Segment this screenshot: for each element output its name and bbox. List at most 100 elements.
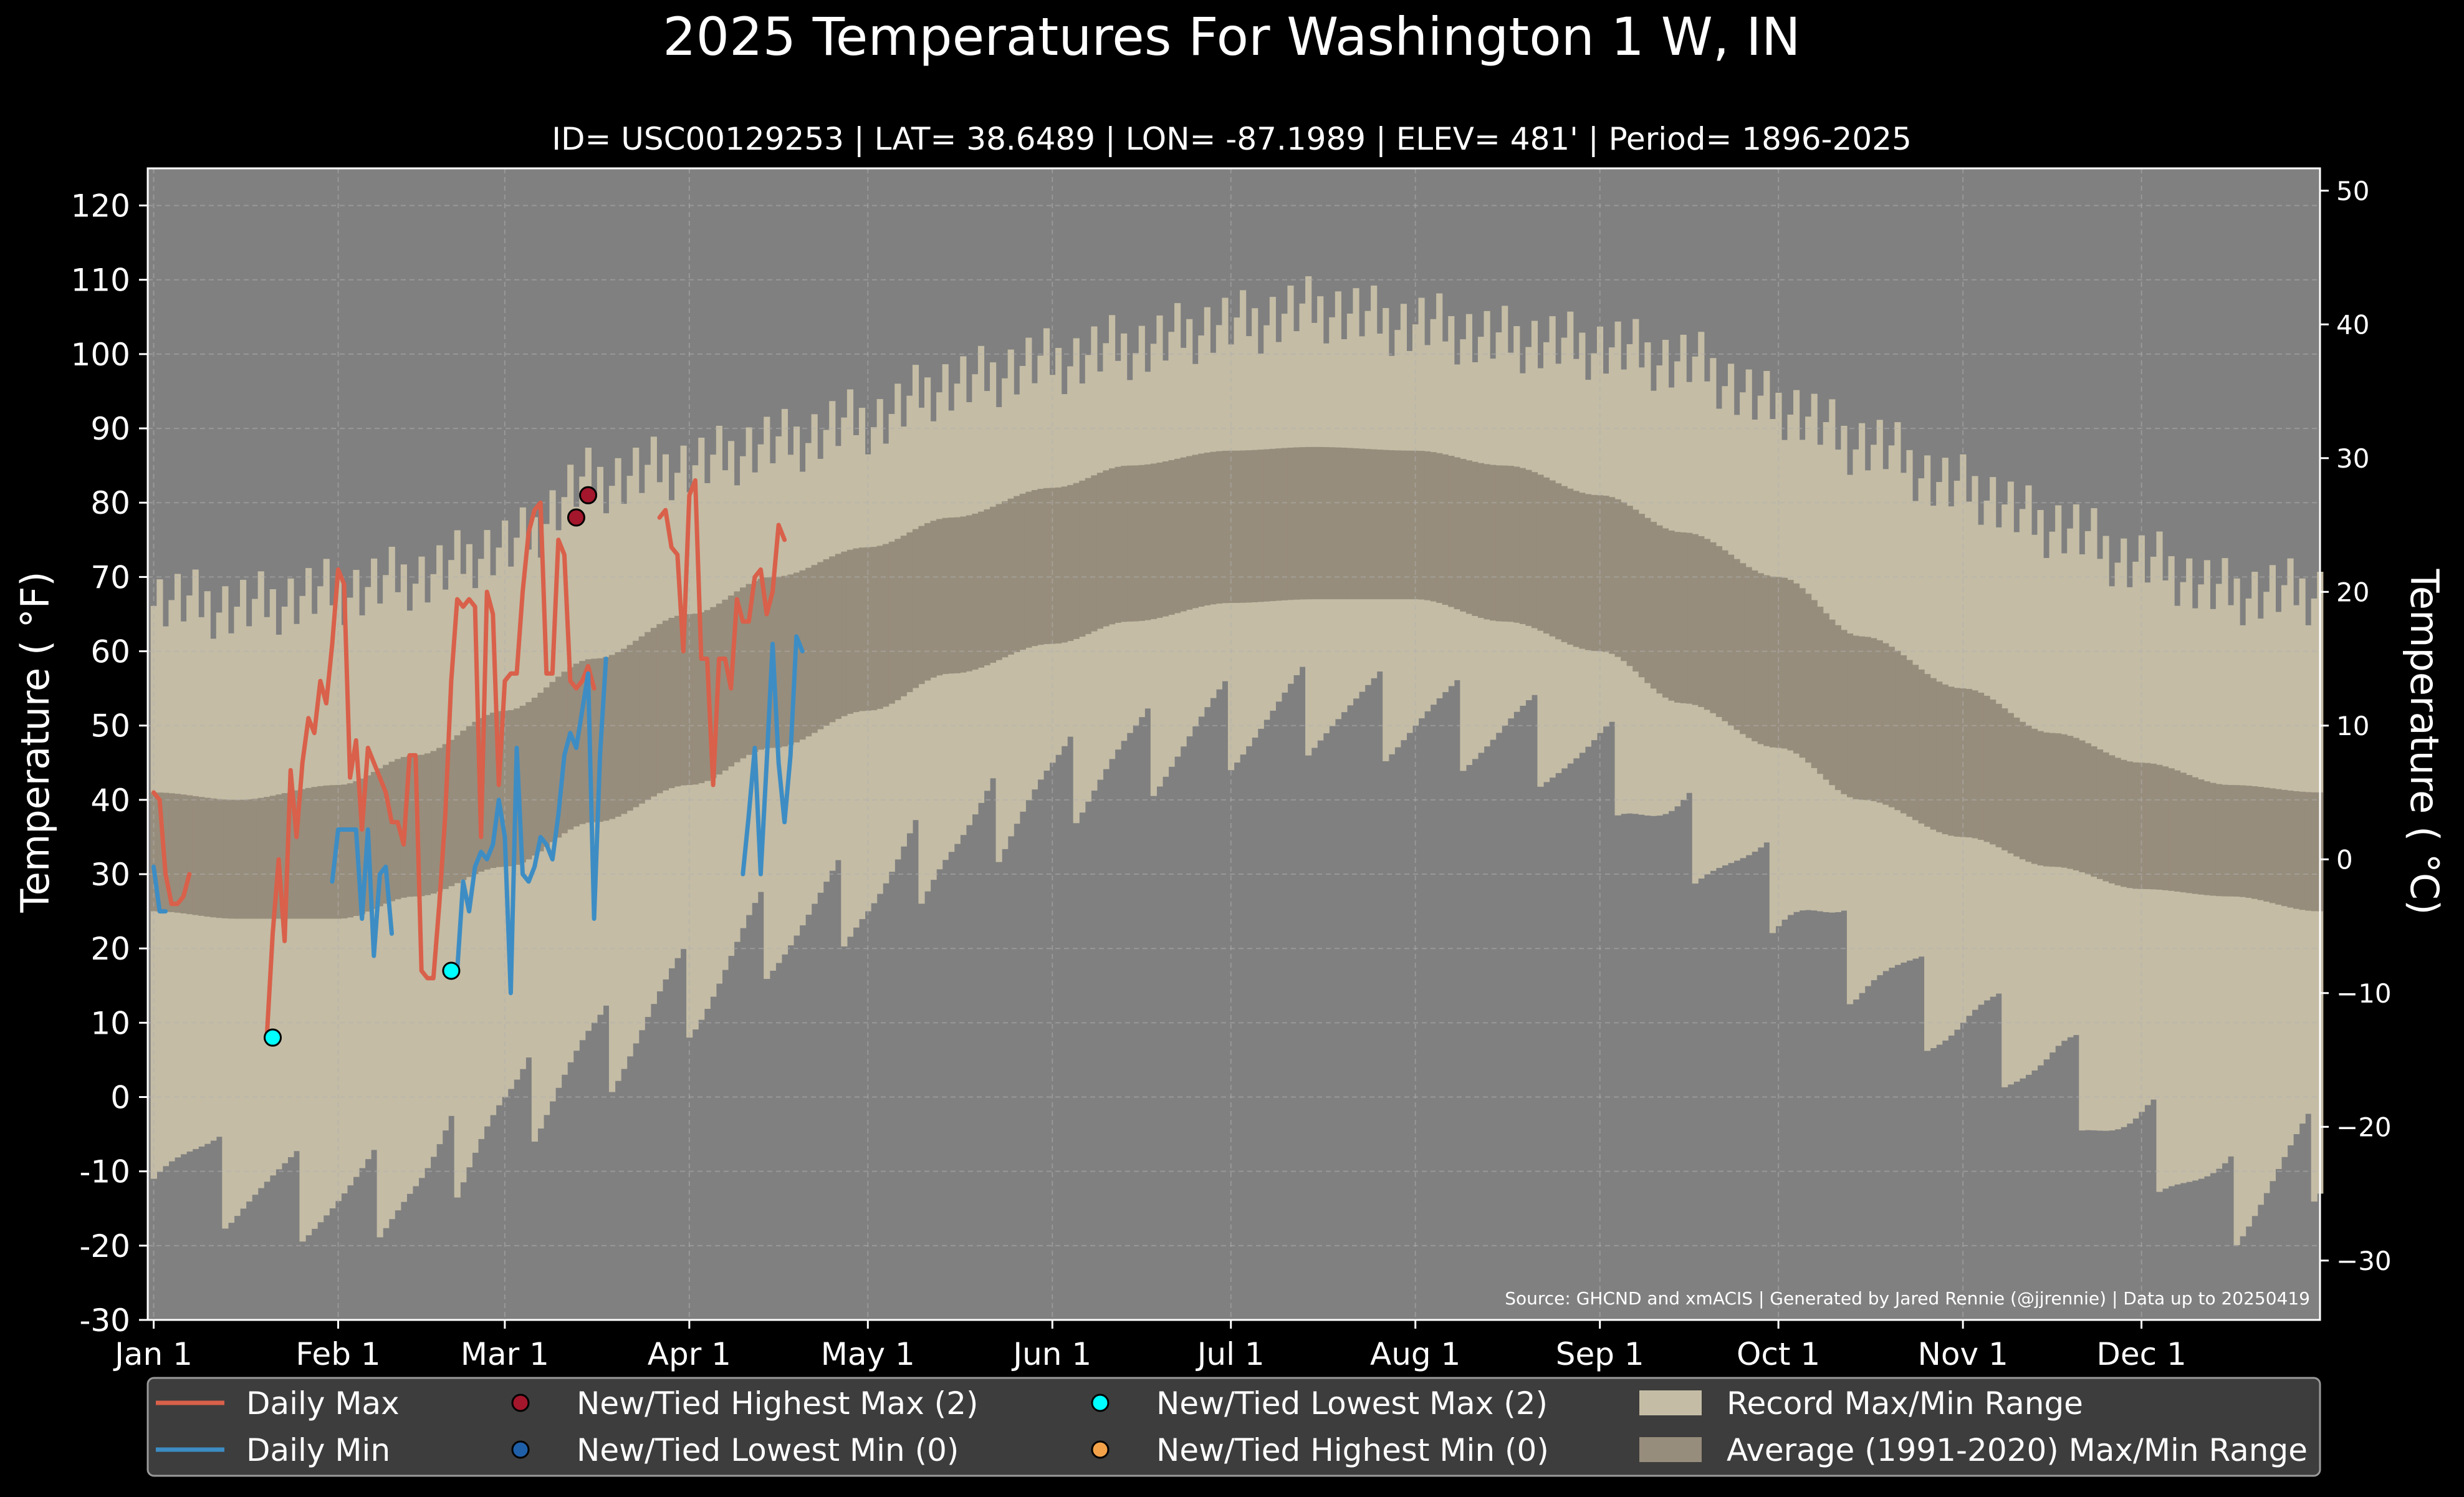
y-tick-label-left: 90 xyxy=(90,411,130,447)
y-tick-label-right: 20 xyxy=(2336,577,2369,607)
normal-range-bar xyxy=(2055,733,2062,867)
normal-range-bar xyxy=(1936,681,1943,832)
normal-range-bar xyxy=(1311,446,1318,600)
legend-marker-swatch xyxy=(511,1394,530,1412)
normal-range-bar xyxy=(2305,792,2312,911)
record-range-bar xyxy=(406,610,413,1194)
legend-box xyxy=(146,1377,2321,1477)
normal-range-bar xyxy=(1353,448,1359,600)
normal-range-bar xyxy=(2275,789,2282,905)
legend-label: New/Tied Lowest Min (0) xyxy=(577,1432,959,1468)
normal-range-bar xyxy=(2293,791,2300,909)
normal-range-bar xyxy=(1305,446,1312,600)
normal-range-bar xyxy=(1263,449,1270,602)
y-tick-label-left: 10 xyxy=(90,1005,130,1041)
normal-range-bar xyxy=(234,799,241,919)
normal-range-bar xyxy=(1829,619,1836,786)
normal-range-bar xyxy=(1567,488,1574,645)
normal-range-bar xyxy=(799,570,806,740)
normal-range-bar xyxy=(1638,514,1645,678)
legend-label: Average (1991-2020) Max/Min Range xyxy=(1727,1432,2308,1468)
y-tick-label-left: 30 xyxy=(90,857,130,893)
normal-range-bar xyxy=(2180,773,2187,893)
normal-range-bar xyxy=(1240,450,1247,603)
normal-range-bar xyxy=(846,549,854,714)
y-tick-label-left: 50 xyxy=(90,708,130,744)
normal-range-bar xyxy=(2299,791,2306,910)
record-range-bar xyxy=(311,614,318,1229)
legend-marker-swatch xyxy=(1091,1394,1110,1412)
normal-range-bar xyxy=(2174,770,2181,892)
normal-range-bar xyxy=(347,783,354,918)
normal-range-bar xyxy=(1733,559,1740,730)
normal-range-bar xyxy=(2084,743,2092,875)
normal-range-bar xyxy=(1424,451,1431,600)
normal-range-bar xyxy=(1037,489,1044,645)
normal-range-bar xyxy=(990,506,997,663)
normal-range-bar xyxy=(287,791,294,919)
normal-range-bar xyxy=(1222,451,1229,604)
normal-range-bar xyxy=(1371,449,1378,600)
normal-range-bar xyxy=(174,794,181,913)
normal-range-bar xyxy=(1269,448,1276,602)
normal-range-bar xyxy=(537,693,544,852)
normal-range-bar xyxy=(1859,636,1866,800)
normal-range-bar xyxy=(1805,594,1812,763)
normal-range-bar xyxy=(603,657,610,821)
new-tied-highest-max-marker xyxy=(567,508,585,527)
x-tick-label: Apr 1 xyxy=(648,1336,731,1372)
normal-range-bar xyxy=(1198,453,1205,607)
x-tick-label: Nov 1 xyxy=(1917,1336,2008,1372)
legend-marker-swatch xyxy=(1091,1440,1110,1459)
normal-range-bar xyxy=(930,521,937,678)
normal-range-bar xyxy=(2031,728,2038,864)
y-axis-left: -30 -20 -10 0 10 20 30 40 50 60 70 80 90 100 110 120 xyxy=(71,188,148,1339)
normal-range-bar xyxy=(1579,493,1586,649)
normal-range-bar xyxy=(1162,461,1169,617)
normal-range-bar xyxy=(204,797,211,917)
normal-range-bar xyxy=(257,797,264,919)
normal-range-bar xyxy=(1769,576,1776,748)
record-range-bar xyxy=(228,633,235,1223)
y-tick-label-left: -30 xyxy=(79,1302,130,1339)
normal-range-bar xyxy=(424,753,431,895)
normal-range-bar xyxy=(2233,785,2240,897)
normal-range-bar xyxy=(2240,785,2246,897)
normal-range-bar xyxy=(507,710,514,867)
normal-range-bar xyxy=(1234,450,1240,604)
normal-range-bar xyxy=(1930,678,1937,830)
x-tick-label: Mar 1 xyxy=(461,1336,549,1372)
normal-range-bar xyxy=(900,536,907,696)
normal-range-bar xyxy=(906,532,913,693)
normal-range-bar xyxy=(1364,449,1371,600)
normal-range-bar xyxy=(1329,447,1336,600)
normal-range-bar xyxy=(1502,465,1508,622)
normal-range-bar xyxy=(1085,478,1091,634)
normal-range-bar xyxy=(865,547,871,711)
normal-range-bar xyxy=(1686,532,1693,704)
normal-range-bar xyxy=(680,614,687,786)
normal-range-bar xyxy=(579,661,586,824)
normal-range-bar xyxy=(2025,725,2032,862)
normal-range-bar xyxy=(1317,446,1324,600)
normal-range-bar xyxy=(454,735,461,883)
normal-range-bar xyxy=(1882,643,1889,805)
normal-range-bar xyxy=(1019,493,1026,650)
normal-range-bar xyxy=(1781,577,1788,749)
record-range-bar xyxy=(2257,619,2264,1205)
normal-range-bar xyxy=(2037,731,2044,866)
normal-range-bar xyxy=(781,575,789,747)
normal-range-bar xyxy=(2186,775,2193,893)
normal-range-bar xyxy=(1799,588,1806,758)
normal-range-bar xyxy=(918,526,925,685)
normal-range-bar xyxy=(1715,546,1723,718)
normal-range-bar xyxy=(1448,456,1455,607)
normal-range-bar xyxy=(430,751,437,894)
y-tick-label-right: 0 xyxy=(2336,844,2353,875)
normal-range-bar xyxy=(1061,486,1068,643)
normal-range-bar xyxy=(2287,790,2294,908)
x-tick-label: Jul 1 xyxy=(1196,1336,1265,1372)
normal-range-bar xyxy=(1894,650,1901,811)
normal-range-bar xyxy=(1662,528,1669,698)
